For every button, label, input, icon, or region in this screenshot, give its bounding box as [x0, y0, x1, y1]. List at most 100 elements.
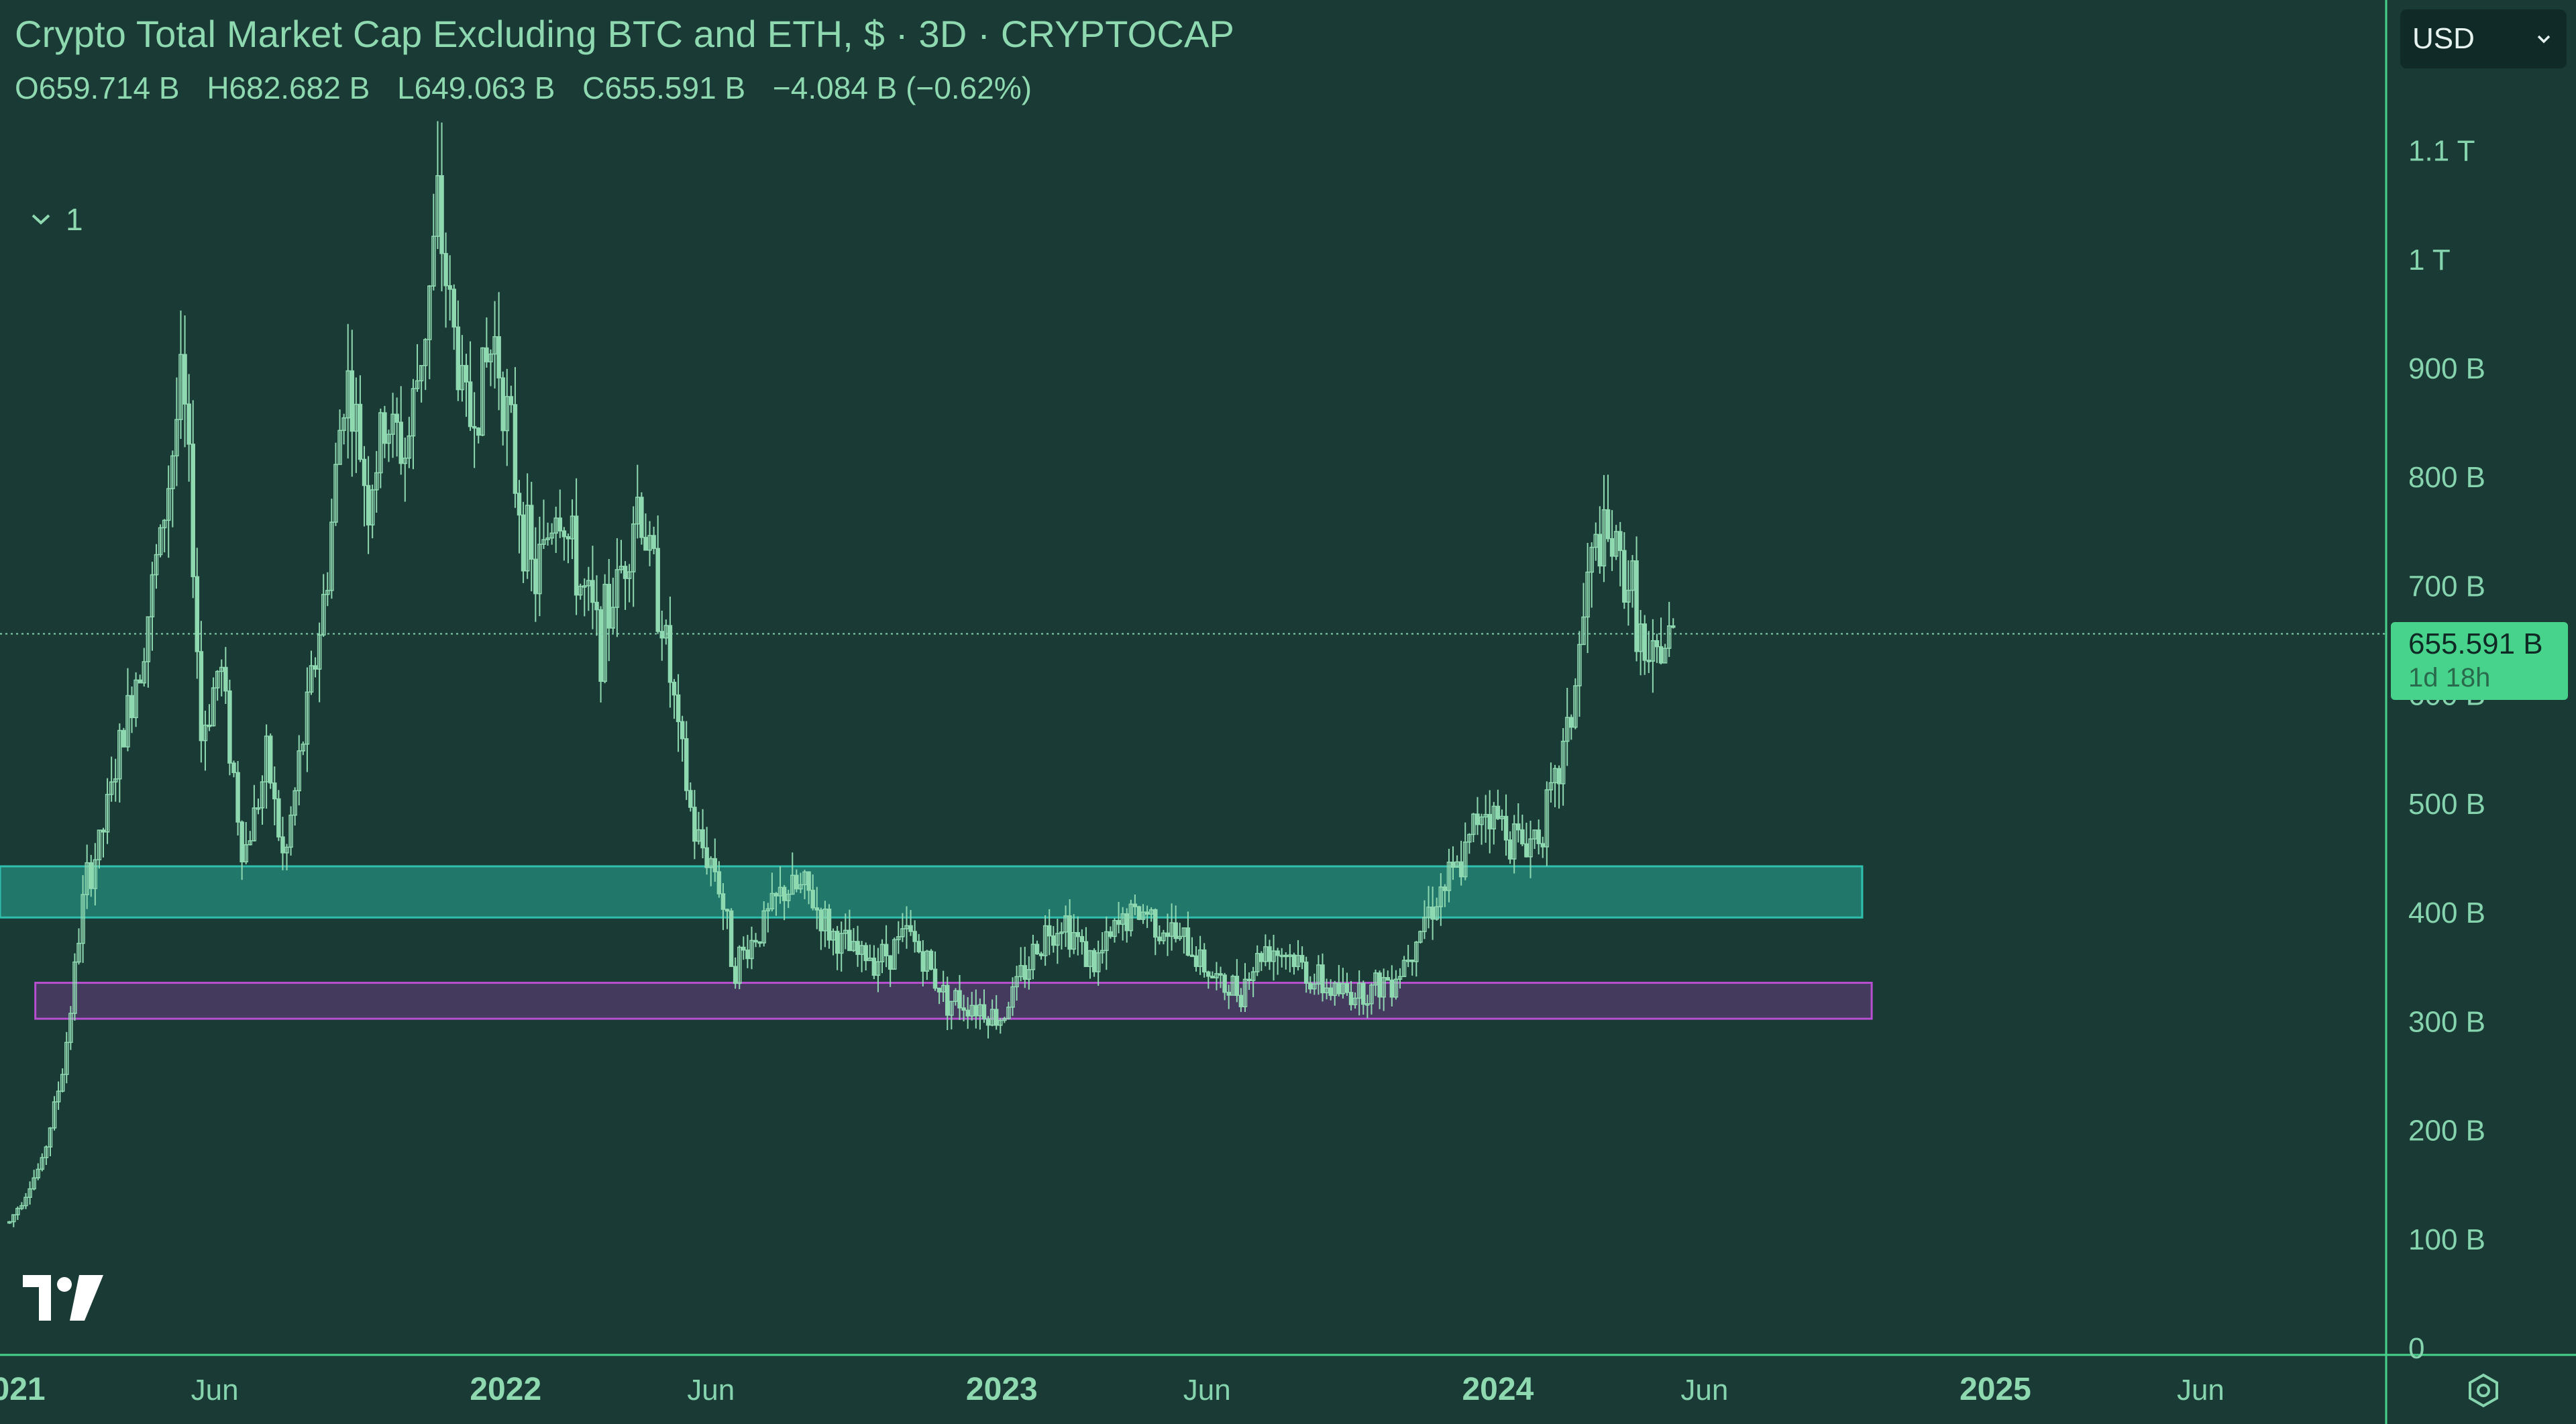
candle-body — [973, 1005, 979, 1017]
candle-body — [1075, 931, 1081, 937]
candle-body — [888, 955, 893, 970]
candle-body — [174, 419, 179, 457]
candle-body — [366, 485, 371, 525]
candle-body — [1340, 982, 1346, 995]
candle-body — [382, 412, 387, 444]
candle-body — [1524, 843, 1529, 858]
candle-body — [1569, 717, 1574, 728]
candle-body — [631, 523, 636, 572]
candle-body — [794, 874, 799, 890]
time-tick-label: 2024 — [1462, 1372, 1534, 1407]
candle-body — [219, 666, 224, 672]
candle-body — [582, 585, 587, 588]
candle-body — [957, 990, 962, 1009]
candle-body — [1638, 623, 1643, 652]
candle-body — [1471, 813, 1476, 835]
candle-body — [1593, 533, 1599, 548]
candle-body — [969, 1005, 974, 1017]
candle-body — [1226, 991, 1231, 996]
candle-body — [374, 472, 379, 491]
candle-body — [688, 790, 693, 808]
candle-body — [1585, 571, 1590, 618]
candle-body — [1312, 983, 1317, 990]
candle-body — [753, 939, 758, 943]
candle-body — [1259, 953, 1264, 962]
time-axis[interactable]: 2021 Jun 2022 Jun 2023 Jun 2024 Jun 2025 Jun — [0, 1372, 2224, 1407]
candle-body — [1316, 964, 1321, 985]
candle-body — [647, 535, 652, 551]
candle-body — [537, 544, 542, 595]
candle-body — [896, 936, 901, 941]
candle-body — [276, 798, 281, 837]
price-tick-label: 700 B — [2408, 570, 2485, 603]
candle-body — [239, 821, 244, 863]
candle-body — [765, 908, 771, 912]
candle-body — [1463, 842, 1468, 878]
candle-body — [1552, 768, 1558, 784]
candle-body — [358, 403, 363, 460]
candle-body — [146, 616, 151, 662]
candle-body — [1006, 1007, 1011, 1019]
price-tick-label: 1 T — [2408, 244, 2451, 276]
candle-body — [871, 958, 877, 976]
candle-body — [415, 380, 420, 389]
candle-body — [244, 844, 248, 863]
candle-body — [1405, 959, 1411, 962]
candle-body — [321, 594, 326, 635]
candle-body — [782, 886, 787, 901]
candle-body — [476, 427, 481, 436]
candle-body — [1516, 823, 1521, 831]
candle-body — [602, 584, 607, 682]
candle-body — [704, 847, 709, 868]
candle-body — [260, 781, 265, 809]
candle-body — [52, 1101, 57, 1129]
current-price-label: 655.591 B 1d 18h — [2391, 622, 2568, 700]
candle-body — [1067, 915, 1072, 950]
candle-body — [1597, 533, 1603, 567]
candle-body — [953, 990, 958, 1003]
currency-dropdown[interactable]: USD — [2400, 9, 2567, 68]
candle-body — [1336, 982, 1342, 995]
tradingview-logo[interactable] — [20, 1272, 106, 1323]
candle-body — [586, 580, 591, 587]
currency-value: USD — [2412, 22, 2475, 55]
candle-body — [1532, 829, 1537, 840]
candle-body — [892, 939, 897, 970]
support-zone[interactable] — [0, 865, 1864, 919]
candle-body — [777, 886, 783, 897]
candles-layer — [7, 121, 1676, 1227]
candle-body — [806, 871, 811, 891]
candle-body — [830, 931, 836, 941]
candle-body — [207, 724, 212, 727]
candle-body — [912, 931, 917, 942]
candle-body — [508, 396, 514, 405]
candle-body — [977, 1004, 983, 1017]
indicators-collapse-toggle[interactable]: 1 — [31, 201, 83, 238]
gear-icon[interactable] — [2465, 1372, 2502, 1409]
candle-body — [305, 691, 310, 745]
candle-body — [329, 521, 334, 591]
candle-body — [810, 889, 815, 909]
candle-body — [924, 950, 930, 972]
candle-body — [1344, 982, 1350, 993]
candle-body — [822, 908, 828, 931]
time-tick-label: 2023 — [966, 1372, 1038, 1407]
candle-body — [411, 388, 416, 437]
candle-body — [529, 505, 534, 560]
zones-layer — [0, 865, 1873, 1020]
candle-body — [627, 571, 632, 579]
candle-body — [256, 807, 261, 810]
candle-body — [1051, 935, 1056, 946]
candle-body — [1148, 909, 1154, 915]
candle-body — [439, 175, 444, 254]
candle-body — [443, 253, 448, 287]
candle-body — [1581, 616, 1586, 646]
time-tick-label: Jun — [2177, 1374, 2224, 1407]
indicators-count: 1 — [66, 202, 83, 237]
candle-body — [945, 984, 950, 1016]
candle-body — [182, 354, 187, 405]
candle-body — [998, 1019, 1003, 1026]
candle-body — [614, 569, 620, 608]
